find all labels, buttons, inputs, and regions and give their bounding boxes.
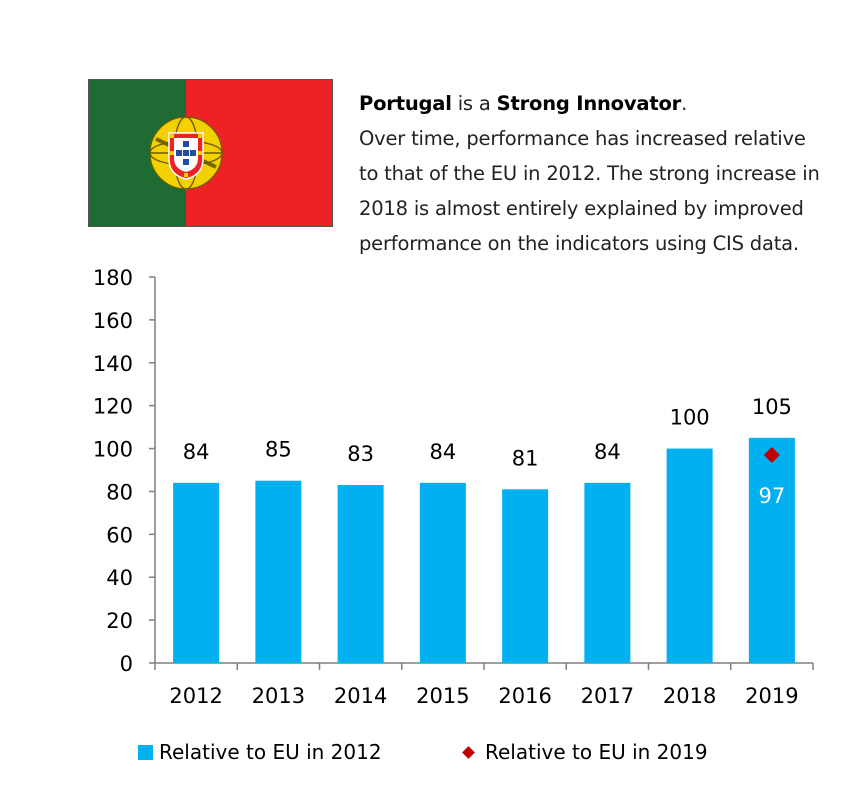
bar-data-label: 100 <box>670 406 710 430</box>
bar-data-label: 84 <box>594 440 621 464</box>
legend-item-bars: Relative to EU in 2012 <box>138 740 382 764</box>
x-tick-label: 2016 <box>498 684 551 708</box>
intro-text: Portugal is a Strong Innovator. Over tim… <box>359 86 849 261</box>
point-data-label: 97 <box>759 484 786 508</box>
y-axis: 0 20 40 60 80 100 120 140 160 180 <box>93 266 156 676</box>
bar <box>584 482 631 663</box>
legend-diamond-swatch <box>462 745 475 759</box>
y-tick-label: 60 <box>106 523 133 547</box>
bar <box>666 448 713 663</box>
x-axis: 2012 2013 2014 2015 2016 2017 2018 2019 <box>154 662 814 708</box>
point-series: 97 <box>759 446 786 508</box>
x-tick-label: 2013 <box>252 684 305 708</box>
innovator-group: Strong Innovator <box>496 92 682 115</box>
legend-bar-swatch <box>138 744 153 760</box>
bar-series <box>173 437 795 663</box>
bar <box>748 437 795 663</box>
intro-connector: is a <box>451 92 497 115</box>
portugal-flag-icon <box>88 79 333 227</box>
bar <box>255 480 302 663</box>
y-tick-label: 120 <box>93 395 133 419</box>
legend-label: Relative to EU in 2019 <box>485 740 708 764</box>
y-tick-label: 100 <box>93 438 133 462</box>
bar-data-label: 84 <box>183 440 210 464</box>
intro-period: . <box>681 92 688 115</box>
x-tick-label: 2014 <box>334 684 387 708</box>
y-tick-label: 180 <box>93 266 133 290</box>
x-tick-label: 2019 <box>745 684 798 708</box>
x-tick-label: 2017 <box>581 684 634 708</box>
country-name: Portugal <box>359 92 452 115</box>
legend-item-point: Relative to EU in 2019 <box>462 740 708 764</box>
bar-data-label: 81 <box>512 446 539 470</box>
x-tick-label: 2015 <box>416 684 469 708</box>
bar <box>173 482 220 663</box>
bar <box>337 485 384 663</box>
y-tick-label: 20 <box>106 609 133 633</box>
y-tick-label: 80 <box>106 480 133 504</box>
x-tick-label: 2018 <box>663 684 716 708</box>
intro-line: 2018 is almost entirely explained by imp… <box>359 197 804 220</box>
y-tick-label: 140 <box>93 352 133 376</box>
x-tick-label: 2012 <box>169 684 222 708</box>
y-tick-label: 0 <box>120 652 133 676</box>
bar-data-label: 85 <box>265 438 292 462</box>
intro-line: to that of the EU in 2012. The strong in… <box>359 162 820 185</box>
bar-data-label: 105 <box>752 395 792 419</box>
intro-headline: Portugal is a Strong Innovator. <box>359 86 849 121</box>
intro-line: Over time, performance has increased rel… <box>359 127 806 150</box>
bar <box>419 482 466 663</box>
data-labels: 84 85 83 84 81 84 100 105 <box>183 395 792 470</box>
bar <box>502 489 549 663</box>
intro-line: performance on the indicators using CIS … <box>359 232 799 255</box>
y-tick-label: 160 <box>93 309 133 333</box>
bar-data-label: 83 <box>347 442 374 466</box>
legend-label: Relative to EU in 2012 <box>159 740 382 764</box>
point-marker <box>763 446 780 463</box>
bar-data-label: 84 <box>430 440 457 464</box>
y-tick-label: 40 <box>106 566 133 590</box>
